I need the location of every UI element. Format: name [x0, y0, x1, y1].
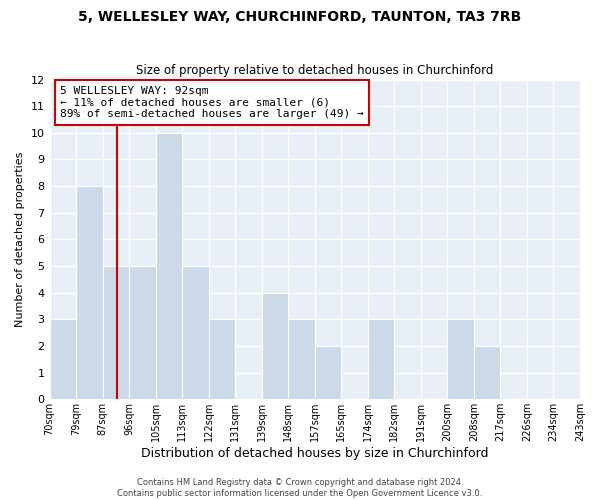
Bar	[262, 292, 288, 400]
Text: 5, WELLESLEY WAY, CHURCHINFORD, TAUNTON, TA3 7RB: 5, WELLESLEY WAY, CHURCHINFORD, TAUNTON,…	[79, 10, 521, 24]
Bar	[129, 266, 155, 400]
Bar	[182, 266, 209, 400]
Y-axis label: Number of detached properties: Number of detached properties	[15, 152, 25, 327]
Bar	[315, 346, 341, 400]
X-axis label: Distribution of detached houses by size in Churchinford: Distribution of detached houses by size …	[141, 447, 488, 460]
Bar	[76, 186, 103, 400]
Text: Contains HM Land Registry data © Crown copyright and database right 2024.
Contai: Contains HM Land Registry data © Crown c…	[118, 478, 482, 498]
Bar	[368, 320, 394, 400]
Bar	[474, 346, 500, 400]
Text: 5 WELLESLEY WAY: 92sqm
← 11% of detached houses are smaller (6)
89% of semi-deta: 5 WELLESLEY WAY: 92sqm ← 11% of detached…	[60, 86, 364, 119]
Bar	[155, 133, 182, 400]
Bar	[288, 320, 315, 400]
Bar	[209, 320, 235, 400]
Bar	[50, 320, 76, 400]
Bar	[448, 320, 474, 400]
Bar	[103, 266, 129, 400]
Title: Size of property relative to detached houses in Churchinford: Size of property relative to detached ho…	[136, 64, 493, 77]
